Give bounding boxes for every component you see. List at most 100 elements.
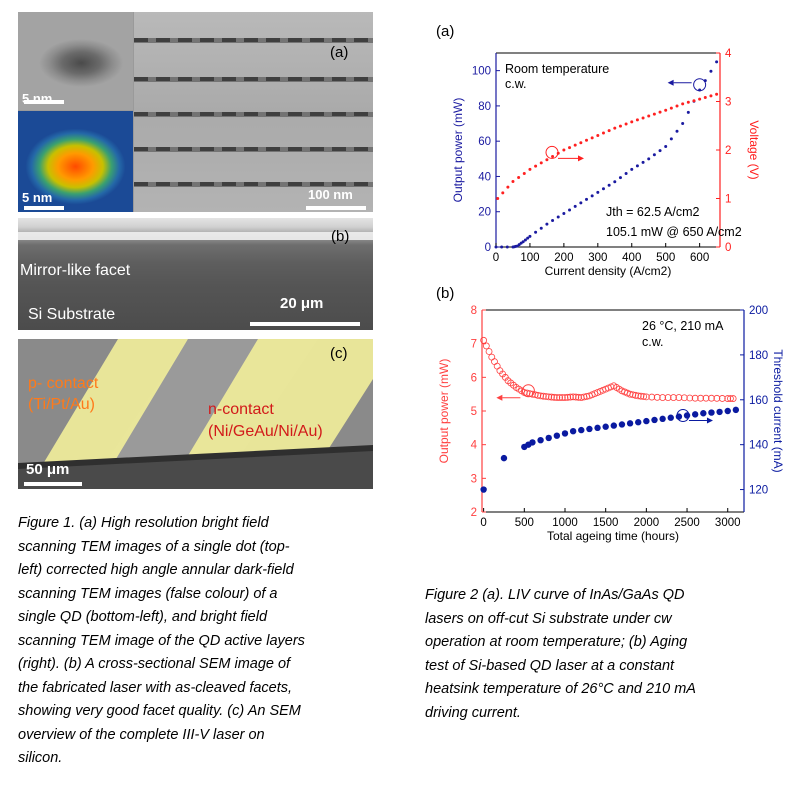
threshold-point (618, 421, 626, 428)
voltage-point (496, 197, 500, 200)
right-y-tick-label: 0 (725, 242, 731, 254)
caption-line: single QD (bottom-left), and bright fiel… (18, 609, 268, 625)
right-y-tick-label: 1 (725, 194, 731, 206)
x-tick-label: 1500 (593, 517, 619, 529)
threshold-point (561, 430, 569, 437)
power-point (553, 394, 561, 401)
right-y-tick-label: 2 (725, 145, 731, 157)
power-point (573, 204, 577, 208)
caption-line: the fabricated laser with as-cleaved fac… (18, 679, 293, 696)
caption-line: driving current. (425, 704, 521, 721)
voltage-point (715, 92, 719, 96)
power-point (629, 391, 637, 399)
threshold-point (732, 406, 740, 414)
voltage-point (528, 167, 532, 171)
caption-line: scanning TEM images (false colour) of a (18, 585, 278, 602)
power-point (590, 194, 594, 198)
panel-letter: (a) (436, 23, 454, 40)
voltage-point (669, 106, 673, 110)
power-point (729, 395, 737, 402)
power-point (568, 208, 572, 212)
qd-layer-dots (134, 147, 373, 151)
qd-layer-dots (134, 112, 373, 116)
power-point (708, 394, 715, 402)
liv-curve-chart: (a) 0 100 200 300 400 500 600 0 20 40 60 80 100 0 1 2 3 4 C… (436, 23, 761, 278)
x-tick-label: 2500 (674, 517, 700, 529)
annotation-max-power: 105.1 mW @ 650 A/cm2 (606, 225, 742, 239)
power-point (558, 394, 566, 401)
power-point (702, 394, 710, 402)
left-y-tick-label: 2 (471, 507, 477, 519)
power-point (480, 336, 488, 344)
power-point (556, 215, 560, 219)
scale-bar (306, 206, 366, 210)
scale-label-bottom-left: 5 nm (22, 190, 53, 205)
power-point (669, 137, 673, 141)
ageing-test-chart: (b) 0 500 1000 1500 2000 2500 3000 2 3 4 5 6 7 8 120 140… (436, 285, 785, 543)
scale-bar (250, 322, 360, 326)
threshold-point (700, 410, 707, 417)
right-y-tick-label: 160 (749, 395, 768, 407)
power-point (715, 60, 719, 64)
power-point (718, 395, 726, 402)
power-point (564, 393, 572, 401)
right-y-tick-label: 120 (749, 485, 768, 497)
n-contact-label: n-contact (208, 401, 274, 418)
voltage-point (675, 104, 679, 108)
power-point (727, 395, 734, 402)
power-point (488, 353, 496, 361)
threshold-point (569, 428, 577, 435)
power-point (613, 180, 617, 184)
voltage-point (545, 158, 549, 162)
power-point (653, 393, 661, 401)
caption-line: Figure 2 (a). LIV curve of InAs/GaAs QD (425, 587, 685, 603)
left-y-tick-label: 6 (471, 372, 477, 384)
scale-bar (24, 100, 64, 104)
power-point (579, 201, 583, 205)
power-point (505, 245, 509, 249)
power-point (521, 240, 525, 244)
power-point (626, 390, 634, 398)
threshold-point (500, 454, 508, 462)
caption-line: lasers on off-cut Si substrate under cw (425, 610, 672, 627)
threshold-point (602, 423, 609, 430)
voltage-point (506, 185, 510, 189)
power-point (618, 176, 622, 180)
caption-line: left) corrected high angle annular dark-… (18, 562, 294, 578)
power-point (641, 160, 645, 164)
threshold-series-marker (676, 408, 690, 422)
power-point (596, 190, 600, 194)
power-point (542, 393, 550, 400)
threshold-point (626, 420, 634, 427)
voltage-point (709, 94, 713, 98)
voltage-point (607, 129, 611, 133)
x-axis-label: Current density (A/cm2) (545, 264, 672, 278)
power-point (681, 122, 685, 126)
caption-line: operation at room temperature; (b) Aging (425, 634, 688, 650)
voltage-point (511, 180, 515, 184)
sem-cross-section-panel-b: Mirror-like facet Si Substrate 20 μm (b) (18, 218, 373, 330)
caption-line: silicon. (18, 750, 63, 766)
power-axis-arrowhead (496, 394, 503, 401)
voltage-point (539, 161, 543, 165)
right-y-tick-label: 140 (749, 440, 768, 452)
voltage-point (624, 122, 628, 126)
left-y-tick-label: 4 (471, 440, 478, 452)
voltage-point (635, 118, 639, 122)
right-y-axis-label: Threshold current (mA) (771, 349, 785, 472)
threshold-point (691, 411, 699, 418)
x-tick-label: 100 (520, 252, 539, 264)
power-point (648, 393, 656, 401)
voltage-point (647, 114, 651, 118)
caption-line: scanning TEM images of a single dot (top… (18, 538, 290, 555)
power-point (607, 183, 611, 187)
x-tick-label: 600 (690, 252, 709, 264)
power-series-marker (693, 78, 707, 92)
voltage-point (517, 175, 521, 179)
power-point (634, 392, 642, 400)
voltage-point (601, 131, 605, 135)
voltage-point (681, 102, 685, 106)
power-point (526, 236, 530, 240)
power-point (551, 219, 555, 223)
x-tick-label: 300 (588, 252, 607, 264)
